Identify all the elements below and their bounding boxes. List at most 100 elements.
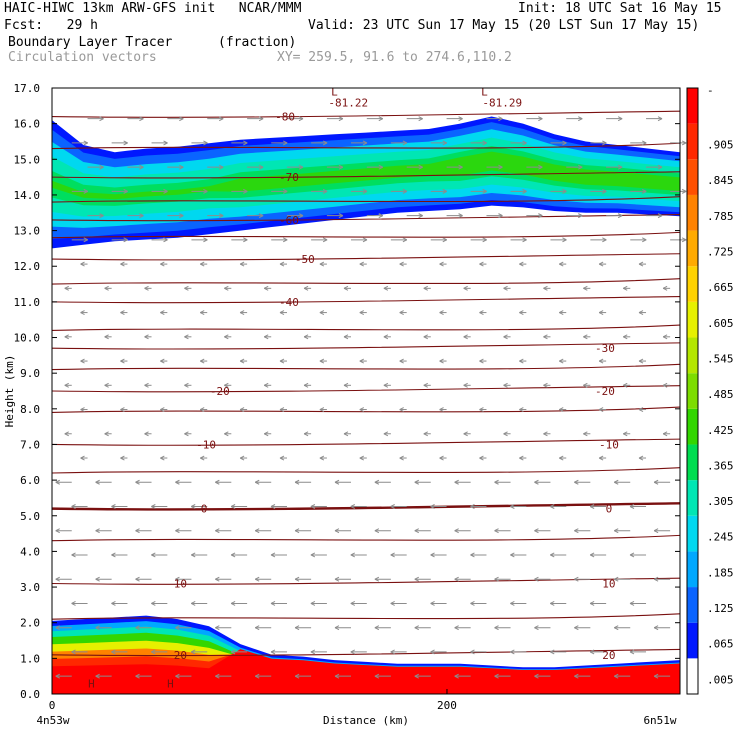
vector-head [482, 237, 487, 243]
vector-head [71, 649, 76, 655]
vector-head [343, 334, 349, 340]
vector-head [589, 601, 595, 606]
vector-head [543, 334, 548, 340]
y-axis-label: Height (km) [3, 355, 16, 428]
vector-head [319, 455, 325, 461]
colorbar-label: .785 [707, 210, 734, 223]
vector-head [230, 552, 236, 558]
vector-head [534, 673, 539, 679]
vector-head [454, 576, 459, 582]
isotherm-line [51, 342, 681, 350]
vector-head [550, 649, 555, 655]
vector-head [439, 358, 444, 364]
isotherm-line [51, 110, 681, 118]
vector-head [657, 213, 663, 219]
vector-head [423, 334, 428, 340]
vector-head [534, 576, 539, 582]
vector-head [681, 237, 687, 243]
vector-head [350, 552, 356, 558]
vector-head [224, 334, 229, 340]
vector-head [270, 504, 276, 509]
y-tick-label: 17.0 [14, 82, 41, 95]
vector-head [163, 140, 168, 146]
vector-head [203, 237, 208, 243]
vector-head [243, 188, 248, 194]
circulation-vectors [55, 116, 687, 679]
vector-head [617, 164, 623, 170]
y-tick-label: 13.0 [14, 225, 41, 238]
vector-head [414, 673, 419, 679]
vector-head [559, 261, 564, 267]
vector-head [343, 382, 349, 388]
vector-head [215, 673, 220, 679]
vector-head [378, 213, 384, 219]
vector-head [534, 528, 539, 534]
vector-head [482, 140, 487, 146]
vector-head [163, 188, 168, 194]
vector-head [559, 310, 564, 316]
vector-head [629, 552, 635, 558]
vector-head [263, 431, 269, 437]
isotherm-line [51, 231, 681, 239]
vector-head [55, 479, 60, 485]
vector-head [350, 601, 356, 606]
vector-head [362, 140, 368, 146]
isotherm-line [51, 406, 681, 413]
vector-head [135, 528, 140, 534]
vector-head [279, 358, 285, 364]
vector-head [454, 625, 459, 631]
vector-head [538, 213, 543, 219]
colorbar-label: .305 [707, 495, 734, 508]
vector-head [303, 285, 309, 291]
vector-head [482, 188, 487, 194]
vector-head [503, 382, 508, 388]
colorbar-top-label: - [707, 84, 714, 97]
vector-head [589, 552, 595, 558]
vector-head [430, 601, 435, 606]
vector-head [359, 261, 365, 267]
vector-head [184, 334, 189, 340]
vector-head [510, 552, 515, 558]
vector-head [64, 431, 69, 437]
colorbar-swatch [687, 159, 698, 195]
vector-head [374, 673, 380, 679]
vector-head [199, 407, 205, 412]
vector-head [319, 358, 325, 364]
vector-head [144, 382, 149, 388]
vector-head [629, 601, 635, 606]
plot-frame [51, 87, 681, 695]
vector-head [99, 116, 104, 122]
vector-head [151, 649, 156, 655]
vector-head [653, 673, 659, 679]
vector-head [629, 649, 635, 655]
vector-head [359, 407, 365, 412]
vector-head [123, 237, 128, 243]
colorbar-swatch [687, 230, 698, 267]
vector-head [303, 382, 309, 388]
vector-head [310, 552, 316, 558]
vector-head [578, 164, 583, 170]
vector-head [522, 188, 527, 194]
vector-head [298, 164, 304, 170]
vector-head [574, 576, 579, 582]
vector-head [151, 552, 156, 558]
vector-head [334, 479, 340, 485]
vector-head [510, 504, 515, 509]
vector-head [322, 140, 328, 146]
vector-head [390, 649, 395, 655]
vector-head [589, 504, 595, 509]
vector-head [270, 649, 276, 655]
colorbar-label: .545 [707, 352, 734, 365]
vector-head [614, 479, 619, 485]
isotherm-line [51, 295, 681, 304]
colorbar-swatch [687, 123, 698, 160]
isotherm-label: 20 [602, 649, 615, 662]
vector-head [374, 576, 380, 582]
vector-head [179, 213, 184, 219]
vector-head [550, 552, 555, 558]
vector-head [657, 116, 663, 122]
vector-head [470, 649, 475, 655]
vector-head [55, 576, 60, 582]
vector-head [294, 625, 300, 631]
vector-head [623, 285, 628, 291]
